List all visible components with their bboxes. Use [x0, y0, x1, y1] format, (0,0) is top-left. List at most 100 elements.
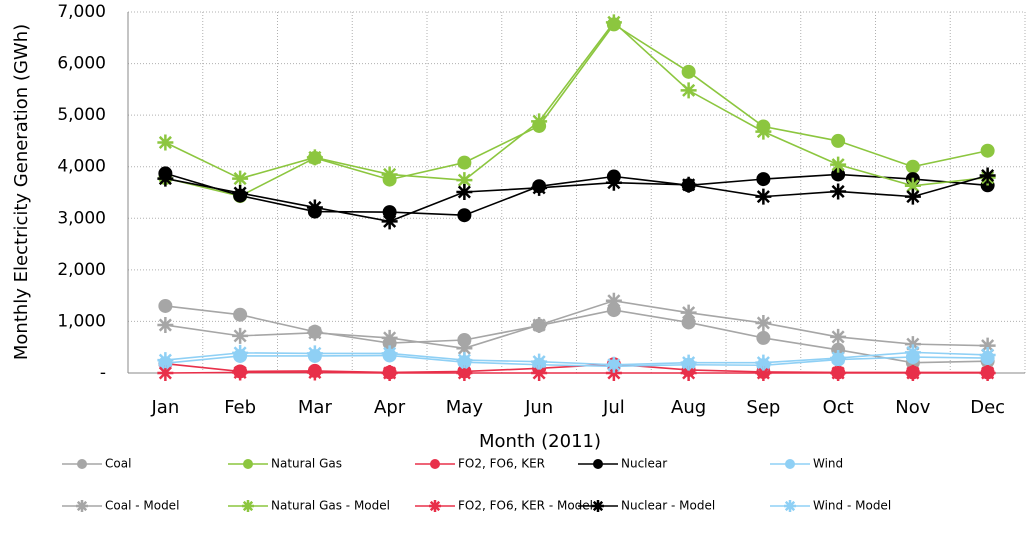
marker: [157, 170, 174, 187]
marker: [381, 365, 398, 381]
series-line: [165, 371, 988, 374]
y-tick-label: 3,000: [57, 208, 106, 228]
marker: [830, 183, 847, 200]
marker: [831, 133, 846, 148]
marker: [457, 155, 472, 170]
marker: [904, 188, 921, 205]
marker: [456, 172, 473, 189]
x-tick-label: Jul: [602, 397, 625, 418]
marker: [785, 459, 795, 469]
y-tick-label: 7,000: [57, 2, 106, 22]
marker: [456, 340, 473, 357]
marker: [830, 365, 847, 381]
marker: [904, 177, 921, 194]
legend-label: Coal - Model: [105, 499, 179, 513]
legend-label: Coal: [105, 457, 131, 471]
marker: [680, 82, 697, 99]
marker: [243, 459, 253, 469]
series-line: [165, 21, 988, 187]
marker: [680, 304, 697, 321]
marker: [605, 356, 622, 373]
marker: [592, 500, 604, 512]
marker: [232, 344, 249, 361]
marker: [979, 346, 996, 363]
legend-label: FO2, FO6, KER: [458, 457, 545, 471]
marker: [605, 174, 622, 191]
x-tick-label: Aug: [671, 397, 706, 418]
marker: [681, 315, 696, 330]
marker: [756, 172, 771, 187]
series-line: [165, 354, 988, 368]
marker: [429, 500, 441, 512]
x-tick-label: Sep: [746, 397, 780, 418]
marker: [681, 64, 696, 79]
marker: [233, 307, 248, 322]
marker: [980, 143, 995, 158]
marker: [755, 188, 772, 205]
x-axis-title: Month (2011): [479, 431, 601, 452]
x-tick-label: May: [446, 397, 484, 418]
y-tick-label: -: [100, 363, 106, 383]
marker: [381, 345, 398, 362]
marker: [831, 167, 846, 182]
series-line: [165, 174, 988, 223]
legend-label: Nuclear: [621, 457, 667, 471]
series-line: [165, 351, 988, 366]
legend-label: Nuclear - Model: [621, 499, 715, 513]
marker: [979, 167, 996, 184]
marker: [381, 166, 398, 183]
y-tick-label: 2,000: [57, 260, 106, 280]
marker: [232, 170, 249, 187]
legend-label: Natural Gas - Model: [271, 499, 390, 513]
series-line: [165, 172, 988, 216]
marker: [531, 365, 548, 381]
legend-label: Wind - Model: [813, 499, 891, 513]
marker: [755, 314, 772, 331]
y-tick-label: 6,000: [57, 54, 106, 74]
marker: [306, 324, 323, 341]
marker: [157, 352, 174, 369]
marker: [306, 364, 323, 381]
marker: [605, 292, 622, 309]
x-tick-label: Jan: [151, 397, 180, 418]
marker: [756, 330, 771, 345]
marker: [306, 199, 323, 216]
marker: [77, 459, 87, 469]
marker: [979, 337, 996, 354]
marker: [381, 329, 398, 346]
x-tick-label: Dec: [970, 397, 1005, 418]
marker: [457, 208, 472, 223]
marker: [382, 205, 397, 220]
marker: [76, 500, 88, 512]
legend-label: Wind: [813, 457, 843, 471]
marker: [456, 365, 473, 381]
marker: [242, 500, 254, 512]
y-tick-label: 5,000: [57, 105, 106, 125]
marker: [157, 317, 174, 334]
marker: [306, 345, 323, 362]
marker: [306, 149, 323, 166]
marker: [755, 365, 772, 381]
marker: [531, 113, 548, 130]
marker: [157, 134, 174, 151]
marker: [430, 459, 440, 469]
marker: [593, 459, 603, 469]
marker: [606, 303, 621, 318]
marker: [830, 350, 847, 367]
marker: [784, 500, 796, 512]
series-line: [165, 299, 988, 350]
marker: [830, 156, 847, 173]
legend-label: Natural Gas: [271, 457, 342, 471]
series-line: [165, 23, 988, 197]
legend-label: FO2, FO6, KER - Model: [458, 499, 593, 513]
marker: [904, 344, 921, 361]
marker: [680, 354, 697, 371]
x-tick-label: Feb: [224, 397, 256, 418]
marker: [157, 365, 174, 381]
marker: [232, 185, 249, 202]
marker: [456, 183, 473, 200]
x-tick-label: Jun: [524, 397, 553, 418]
series-line: [165, 305, 988, 364]
marker: [830, 328, 847, 345]
